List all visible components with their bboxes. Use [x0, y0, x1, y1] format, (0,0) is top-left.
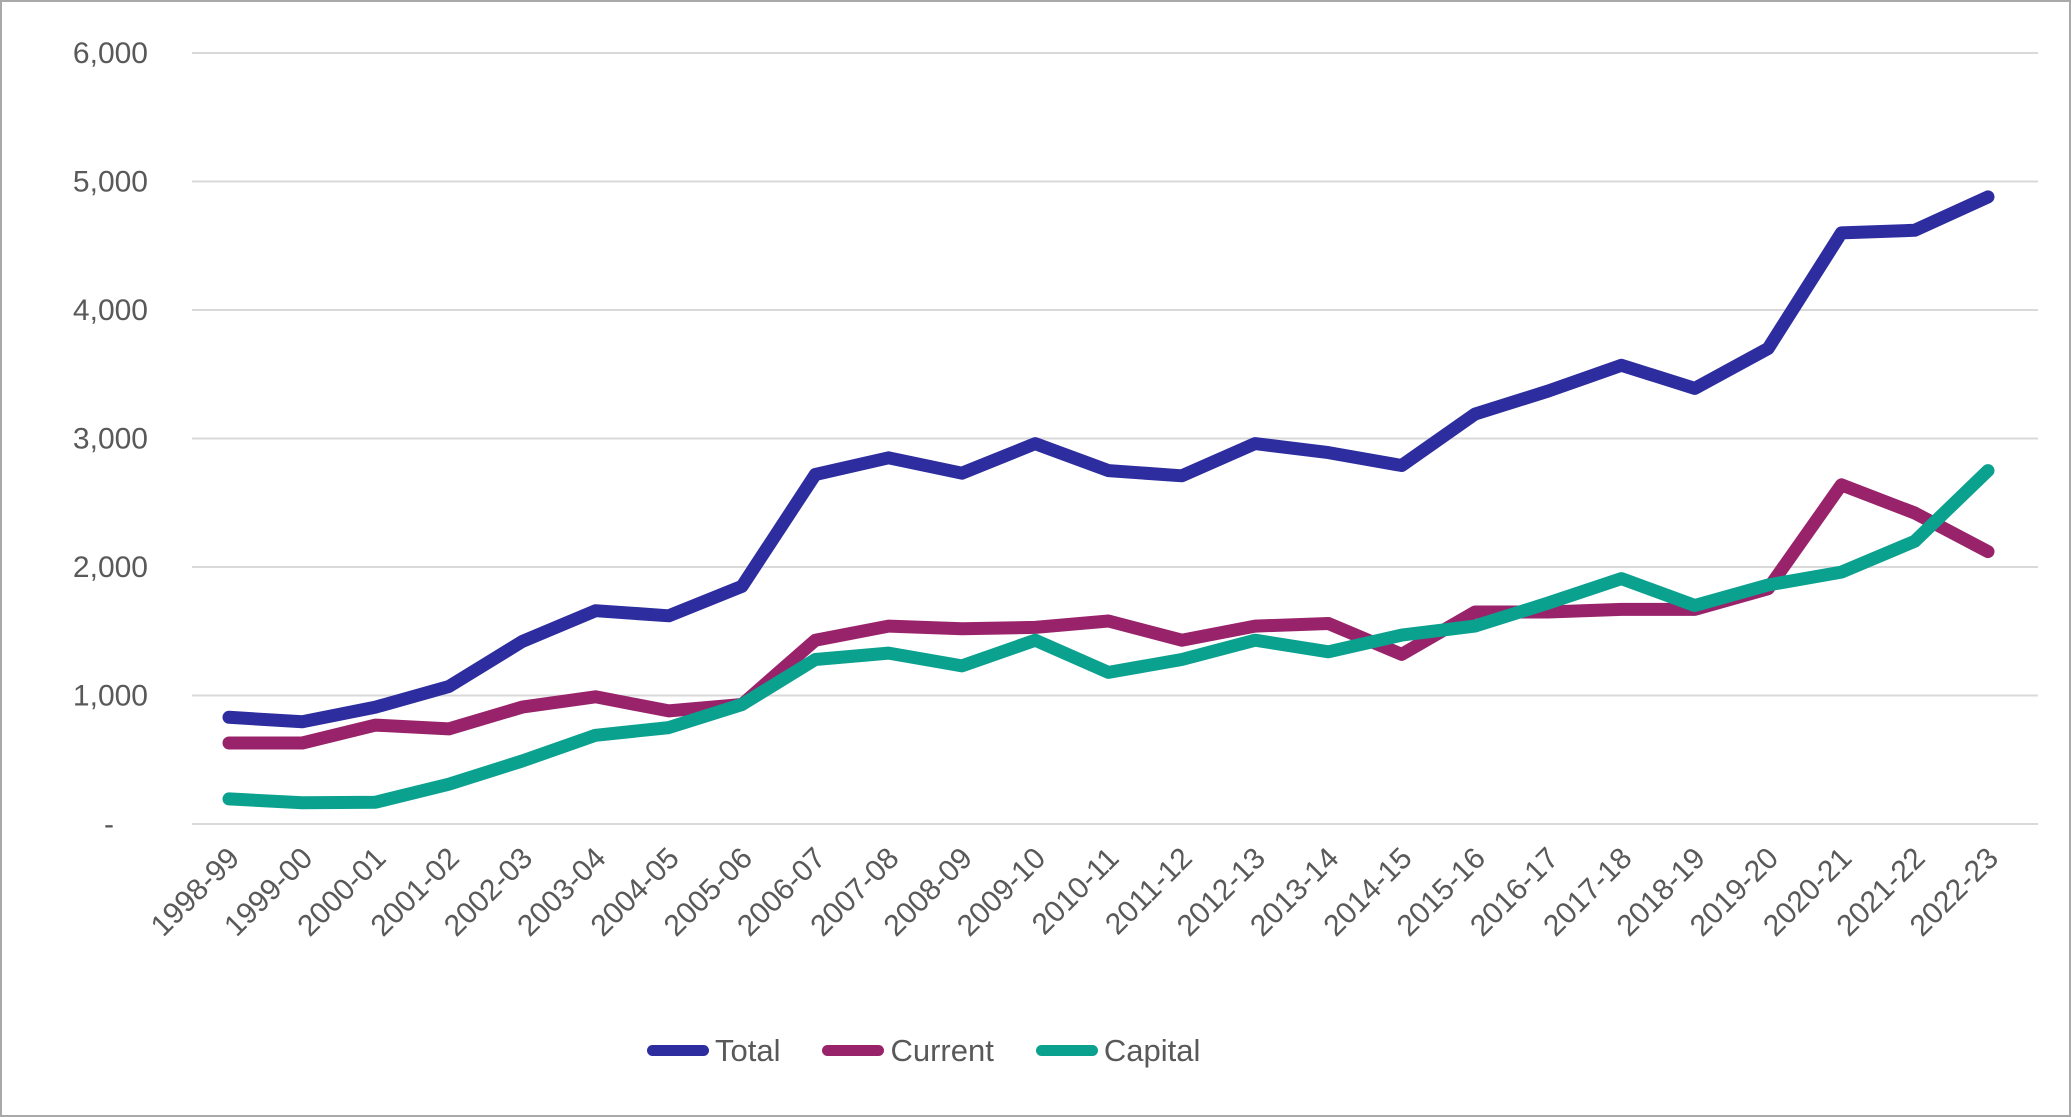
y-tick-label: 1,000 — [73, 680, 148, 713]
legend-item-current: Current — [822, 1033, 994, 1068]
gridlines — [192, 52, 2038, 825]
legend-label-total: Total — [715, 1033, 781, 1068]
series-line-capital — [222, 464, 1995, 810]
y-tick-label: 6,000 — [73, 37, 148, 70]
y-axis-tick-labels: - 1,000 2,000 3,000 4,000 5,000 6,000 — [73, 37, 148, 841]
series-lines — [222, 190, 1995, 810]
legend: Total Current Capital — [647, 1035, 1200, 1066]
y-tick-label: - — [104, 808, 114, 841]
legend-swatch-total — [647, 1045, 709, 1056]
y-tick-label: 5,000 — [73, 166, 148, 199]
y-tick-label: 3,000 — [73, 423, 148, 456]
legend-item-total: Total — [647, 1035, 780, 1066]
legend-label-current: Current — [890, 1033, 994, 1068]
legend-item-capital: Capital — [1035, 1033, 1201, 1068]
legend-label-capital: Capital — [1103, 1033, 1201, 1068]
y-tick-label: 4,000 — [73, 294, 148, 327]
y-tick-label: 2,000 — [73, 551, 148, 584]
legend-swatch-current — [822, 1045, 885, 1056]
legend-swatch-capital — [1035, 1045, 1098, 1056]
series-line-total — [222, 190, 1995, 729]
x-axis-tick-labels: 1998-991999-002000-012001-022002-032003-… — [145, 842, 2005, 943]
series-line-current — [222, 478, 1995, 750]
